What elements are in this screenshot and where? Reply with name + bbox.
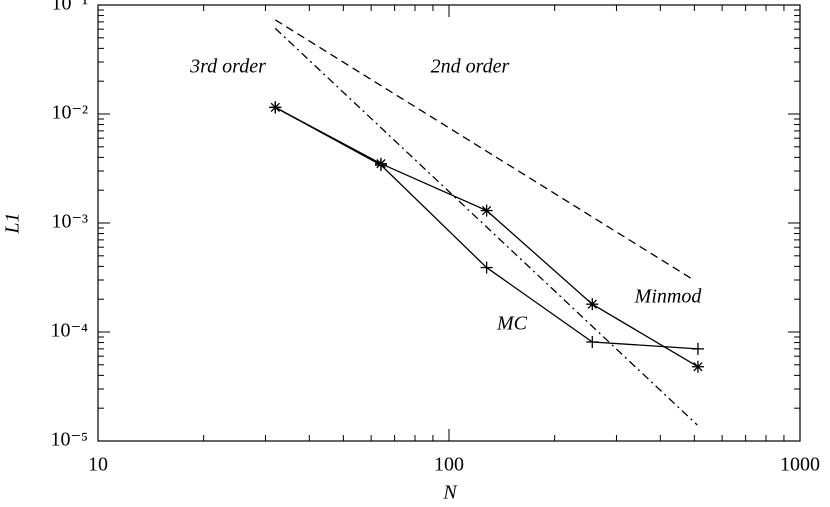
series-label: 2nd order — [431, 56, 510, 78]
series-line — [275, 106, 699, 368]
marker-stroke — [587, 299, 597, 309]
data-point — [691, 360, 704, 373]
series-label: Minmod — [634, 286, 703, 308]
series-label: MC — [496, 313, 528, 335]
y-tick-label: 10⁻² — [51, 102, 88, 124]
y-tick-label: 10⁻⁴ — [50, 320, 88, 342]
y-tick-label: 10⁻⁵ — [50, 429, 88, 451]
series-line — [274, 27, 698, 426]
data-point — [480, 204, 493, 217]
marker-stroke — [481, 205, 492, 216]
data-point — [374, 159, 387, 172]
data-point — [586, 335, 599, 348]
y-axis-label: L1 — [2, 212, 24, 234]
data-point — [586, 298, 599, 311]
marker-stroke — [693, 362, 703, 372]
series-line — [274, 106, 698, 350]
x-tick-label: 100 — [434, 454, 464, 476]
x-axis-label: N — [442, 482, 458, 504]
y-tick-label: 10⁻¹ — [51, 0, 88, 15]
series-label: 3rd order — [189, 56, 266, 78]
data-point — [691, 342, 704, 355]
data-point — [269, 101, 282, 114]
x-tick-label: 1000 — [780, 454, 820, 476]
series-line — [274, 19, 692, 279]
x-tick-label: 10 — [88, 454, 108, 476]
y-tick-label: 10⁻³ — [51, 211, 88, 233]
data-point — [480, 261, 493, 274]
